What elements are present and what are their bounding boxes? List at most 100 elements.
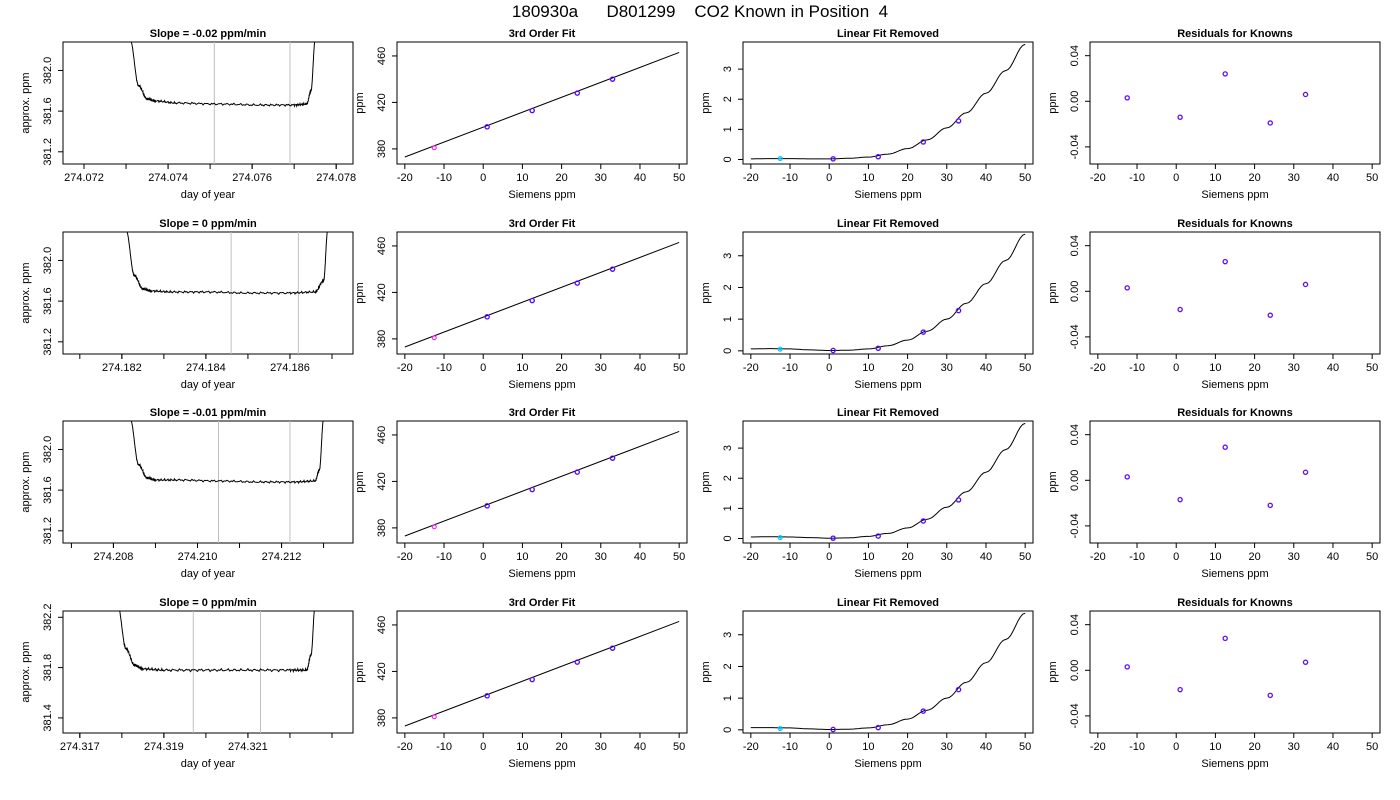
x-tick-label: -20 bbox=[1090, 741, 1106, 753]
plot-area bbox=[404, 51, 680, 158]
known-point-outline bbox=[574, 659, 581, 665]
x-tick-label: 20 bbox=[901, 551, 913, 563]
x-axis-label: day of year bbox=[181, 758, 236, 770]
panel-r2-c1: Slope = 0 ppm/min day of year approx. ppm 2… bbox=[20, 218, 354, 391]
x-tick-label: 274.076 bbox=[232, 172, 272, 184]
plot-frame bbox=[396, 231, 688, 355]
fit-curve bbox=[750, 612, 1026, 730]
x-tick-label: 40 bbox=[634, 172, 646, 184]
known-point-outline bbox=[955, 686, 962, 693]
known-point-fill bbox=[779, 727, 782, 730]
x-tick-label: 40 bbox=[1327, 551, 1339, 563]
x-tick-label: 10 bbox=[516, 172, 528, 184]
residual-point bbox=[1267, 312, 1273, 318]
y-tick-label: 0.00 bbox=[1069, 281, 1081, 302]
x-tick-label: 40 bbox=[634, 741, 646, 753]
known-point bbox=[956, 497, 962, 503]
x-tick-label: 40 bbox=[1327, 362, 1339, 374]
known-point bbox=[956, 308, 962, 314]
x-tick-label: 30 bbox=[595, 551, 607, 563]
x-tick-label: 50 bbox=[1019, 362, 1031, 374]
plot-frame bbox=[1089, 41, 1381, 165]
known-point bbox=[529, 298, 535, 304]
y-tick-label: 2 bbox=[722, 475, 734, 481]
x-tick-label: 30 bbox=[1288, 362, 1300, 374]
y-tick-label: 381.2 bbox=[42, 517, 54, 545]
x-axis-label: Siemens ppm bbox=[1201, 568, 1268, 580]
x-tick-label: 40 bbox=[980, 362, 992, 374]
y-tick-label: 380 bbox=[376, 519, 388, 537]
x-tick-label: -20 bbox=[1090, 362, 1106, 374]
x-tick-label: 40 bbox=[980, 551, 992, 563]
known-point bbox=[431, 524, 437, 530]
x-tick-label: 50 bbox=[1019, 551, 1031, 563]
y-tick-label: 382.0 bbox=[42, 247, 54, 275]
x-tick-label: 0 bbox=[826, 741, 832, 753]
y-tick-label: 0 bbox=[722, 727, 734, 733]
plot-frame bbox=[62, 420, 354, 544]
x-tick-label: 20 bbox=[901, 172, 913, 184]
y-tick-label: 460 bbox=[376, 426, 388, 444]
known-point bbox=[484, 693, 490, 699]
residual-point-outline bbox=[1302, 281, 1309, 288]
x-tick-label: 40 bbox=[980, 172, 992, 184]
x-axis-label: Siemens ppm bbox=[854, 568, 921, 580]
y-tick-label: 380 bbox=[376, 330, 388, 348]
known-point-outline bbox=[529, 676, 536, 683]
residual-point bbox=[1303, 469, 1309, 475]
residual-point bbox=[1267, 502, 1273, 508]
x-tick-label: 10 bbox=[516, 551, 528, 563]
residual-point-outline bbox=[1177, 686, 1183, 693]
plot-frame bbox=[742, 41, 1034, 165]
plot-area bbox=[1124, 258, 1309, 319]
x-tick-label: 274.208 bbox=[94, 551, 134, 563]
fit-line bbox=[404, 241, 680, 348]
panel-title: Linear Fit Removed bbox=[837, 28, 939, 40]
known-point-outline bbox=[609, 455, 616, 462]
residual-point-outline bbox=[1302, 659, 1309, 666]
plot-frame bbox=[1089, 420, 1381, 544]
x-tick-label: 10 bbox=[862, 362, 874, 374]
x-tick-label: 50 bbox=[673, 551, 685, 563]
x-tick-label: -10 bbox=[1129, 362, 1145, 374]
panel-title: Residuals for Knowns bbox=[1177, 218, 1293, 230]
known-point bbox=[574, 469, 580, 475]
x-tick-label: 30 bbox=[1288, 741, 1300, 753]
x-tick-label: 10 bbox=[1209, 172, 1221, 184]
panel-r3-c2: 3rd Order Fit Siemens ppm ppm -20 -10 0 10 20 30… bbox=[354, 407, 688, 580]
residual-point-outline bbox=[1222, 258, 1229, 265]
known-point-outline bbox=[920, 329, 927, 335]
x-tick-label: 274.317 bbox=[60, 741, 100, 753]
residual-point bbox=[1267, 692, 1273, 698]
y-tick-label: 382.0 bbox=[42, 57, 54, 85]
panel-r4-c4: Residuals for Knowns Siemens ppm ppm -20 -10… bbox=[1047, 597, 1381, 770]
y-tick-label: 2 bbox=[722, 284, 734, 290]
co2-trace-line bbox=[130, 421, 324, 485]
y-axis-label: ppm bbox=[700, 471, 712, 492]
x-tick-label: 20 bbox=[555, 172, 567, 184]
plot-area bbox=[130, 42, 316, 164]
x-tick-label: 30 bbox=[941, 362, 953, 374]
plot-frame bbox=[62, 231, 354, 355]
y-tick-label: 2 bbox=[722, 663, 734, 669]
known-point-fill bbox=[779, 157, 782, 160]
known-point bbox=[574, 280, 580, 286]
x-tick-label: -20 bbox=[1090, 172, 1106, 184]
panel-title: 3rd Order Fit bbox=[509, 407, 576, 419]
known-point bbox=[920, 139, 926, 145]
x-tick-label: 274.078 bbox=[316, 172, 356, 184]
known-point bbox=[830, 156, 836, 162]
known-point bbox=[610, 455, 616, 461]
x-tick-label: 274.072 bbox=[64, 172, 104, 184]
known-point-fill bbox=[779, 536, 782, 539]
plot-frame bbox=[1089, 610, 1381, 734]
known-point-outline bbox=[529, 486, 536, 493]
x-tick-label: 274.210 bbox=[178, 551, 218, 563]
plot-frame bbox=[396, 610, 688, 734]
known-point-outline bbox=[484, 313, 490, 320]
x-tick-label: 50 bbox=[1366, 551, 1378, 563]
panel-r2-c3: Linear Fit Removed Siemens ppm ppm -20 -10 0 1… bbox=[700, 218, 1034, 391]
y-tick-label: 420 bbox=[376, 283, 388, 301]
known-point bbox=[574, 659, 580, 665]
